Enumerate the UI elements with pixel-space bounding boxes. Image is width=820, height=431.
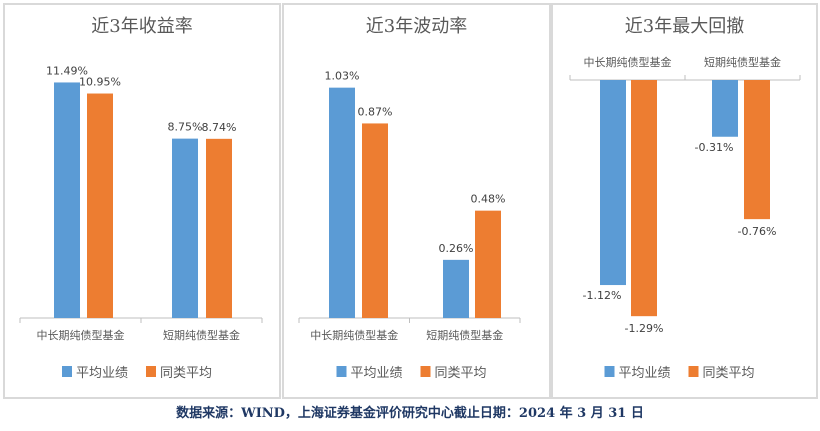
category-label: 短期纯债型基金 (163, 328, 240, 342)
category-label: 中长期纯债型基金 (37, 328, 125, 342)
bar-avg-perf (443, 259, 469, 318)
legend-swatch (62, 366, 72, 377)
data-label: -1.12% (583, 289, 622, 302)
bar-avg-perf (600, 80, 626, 286)
chart-title: 近3年波动率 (366, 16, 467, 37)
bar-avg-perf (54, 82, 80, 318)
data-label: 11.49% (46, 64, 88, 77)
bar-avg-perf (329, 87, 355, 319)
panel-border (551, 3, 818, 399)
data-label: -1.29% (625, 322, 664, 335)
data-label: 8.74% (202, 121, 237, 134)
data-label: -0.31% (695, 141, 734, 154)
data-label: -0.76% (738, 225, 777, 238)
bar-peer-avg (744, 80, 770, 220)
data-label: 1.03% (325, 70, 360, 83)
data-label: 8.75% (168, 121, 203, 134)
chart-title: 近3年收益率 (91, 16, 192, 37)
data-label: 0.48% (471, 193, 506, 206)
category-label: 中长期纯债型基金 (310, 328, 398, 342)
bar-peer-avg (475, 210, 501, 318)
bar-peer-avg (206, 138, 232, 318)
chart-title: 近3年最大回撤 (625, 16, 744, 37)
legend-label: 同类平均 (160, 366, 212, 381)
data-label: 0.26% (439, 242, 474, 255)
bar-peer-avg (362, 123, 388, 318)
bar-peer-avg (87, 93, 113, 319)
legend-label: 平均业绩 (619, 366, 671, 381)
legend-swatch (688, 366, 699, 377)
legend-label: 同类平均 (703, 366, 755, 381)
category-label: 短期纯债型基金 (704, 55, 781, 69)
legend-swatch (336, 366, 347, 377)
panel-border (282, 3, 551, 399)
footer-source: 数据来源：WIND，上海证券基金评价研究中心截止日期：2024 年 3 月 31… (176, 405, 644, 421)
bar-avg-perf (712, 80, 738, 137)
legend-label: 平均业绩 (351, 366, 403, 381)
category-label: 短期纯债型基金 (426, 328, 503, 342)
legend-label: 同类平均 (435, 366, 487, 381)
bar-peer-avg (631, 80, 657, 317)
data-label: 0.87% (358, 105, 393, 118)
category-label: 中长期纯债型基金 (584, 55, 672, 69)
legend-swatch (420, 366, 431, 377)
legend-swatch (604, 366, 615, 377)
legend-swatch (146, 366, 156, 377)
bar-avg-perf (172, 138, 198, 318)
data-label: 10.95% (79, 76, 121, 89)
panel-border (3, 3, 281, 399)
legend-label: 平均业绩 (76, 366, 128, 381)
